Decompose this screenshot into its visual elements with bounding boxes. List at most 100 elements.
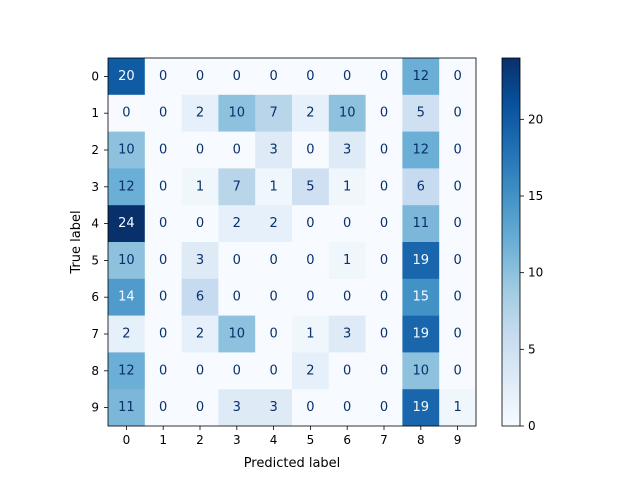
cell-value-label: 0 xyxy=(453,69,461,84)
cell-value-label: 0 xyxy=(453,179,461,194)
heatmap-cell xyxy=(292,242,330,280)
heatmap-cell xyxy=(144,352,182,390)
y-tick-label: 9 xyxy=(91,401,99,415)
heatmap-cell xyxy=(181,168,219,206)
heatmap-cell xyxy=(328,389,366,427)
heatmap-cell xyxy=(328,58,366,96)
cell-value-label: 0 xyxy=(380,69,388,84)
cell-value-label: 0 xyxy=(159,363,167,378)
heatmap-cell xyxy=(365,168,403,206)
heatmap-cell xyxy=(365,94,403,132)
heatmap-cell xyxy=(218,352,256,390)
heatmap-cell xyxy=(181,389,219,427)
cell-value-label: 3 xyxy=(233,400,241,415)
heatmap-cell xyxy=(218,389,256,427)
heatmap-cell xyxy=(144,168,182,206)
y-tick-label: 4 xyxy=(91,217,99,231)
cell-value-label: 5 xyxy=(306,179,314,194)
cell-value-label: 7 xyxy=(233,179,241,194)
cell-value-label: 14 xyxy=(118,290,135,305)
cell-value-label: 0 xyxy=(269,363,277,378)
heatmap-cell xyxy=(144,389,182,427)
heatmap-cell xyxy=(439,94,477,132)
heatmap-cell xyxy=(439,389,477,427)
heatmap-cell xyxy=(439,352,477,390)
cell-value-label: 2 xyxy=(306,363,314,378)
heatmap-cell xyxy=(255,352,293,390)
cell-value-label: 19 xyxy=(413,327,430,342)
heatmap-cell xyxy=(144,131,182,169)
cell-value-label: 0 xyxy=(380,290,388,305)
cell-value-label: 0 xyxy=(453,143,461,158)
heatmap-cell xyxy=(218,58,256,96)
heatmap-cell xyxy=(181,315,219,353)
heatmap-cell xyxy=(292,94,330,132)
cell-value-label: 2 xyxy=(196,327,204,342)
cell-value-label: 0 xyxy=(453,363,461,378)
cell-value-label: 0 xyxy=(453,327,461,342)
cell-value-label: 10 xyxy=(339,106,356,121)
cell-value-label: 0 xyxy=(159,253,167,268)
colorbar xyxy=(501,57,521,427)
cell-value-label: 0 xyxy=(343,400,351,415)
heatmap-cell xyxy=(365,315,403,353)
cell-value-label: 0 xyxy=(453,290,461,305)
cell-value-label: 3 xyxy=(196,253,204,268)
x-tick-label: 8 xyxy=(417,433,425,447)
cell-value-label: 12 xyxy=(118,363,135,378)
x-tick-label: 4 xyxy=(270,433,278,447)
heatmap-cell xyxy=(181,58,219,96)
cell-value-label: 3 xyxy=(269,143,277,158)
heatmap-cell xyxy=(402,131,440,169)
cell-value-label: 0 xyxy=(233,290,241,305)
cell-value-label: 1 xyxy=(196,179,204,194)
heatmap-cell xyxy=(255,205,293,243)
heatmap-cell xyxy=(328,352,366,390)
colorbar-tick-label: 10 xyxy=(528,266,543,280)
colorbar-ticks: 0 5 10 15 20 xyxy=(520,112,543,433)
heatmap-cell xyxy=(292,315,330,353)
cell-value-label: 10 xyxy=(229,327,246,342)
cell-value-label: 10 xyxy=(413,363,430,378)
cell-value-label: 0 xyxy=(233,363,241,378)
heatmap-cell xyxy=(439,278,477,316)
cell-value-label: 0 xyxy=(380,400,388,415)
heatmap-cell xyxy=(108,58,146,96)
heatmap-cell xyxy=(439,315,477,353)
cell-value-label: 0 xyxy=(343,216,351,231)
cell-value-label: 12 xyxy=(118,179,135,194)
heatmap-cell xyxy=(292,389,330,427)
heatmap-cell xyxy=(439,205,477,243)
heatmap-cell xyxy=(328,131,366,169)
heatmap-cell xyxy=(328,278,366,316)
heatmap-cell xyxy=(108,389,146,427)
cell-value-label: 0 xyxy=(196,400,204,415)
heatmap-cells xyxy=(108,58,477,427)
cell-value-label: 7 xyxy=(269,106,277,121)
cell-value-label: 0 xyxy=(196,69,204,84)
cell-value-label: 0 xyxy=(159,179,167,194)
heatmap-cell xyxy=(181,278,219,316)
heatmap-cell xyxy=(439,58,477,96)
cell-value-label: 1 xyxy=(343,179,351,194)
cell-value-label: 0 xyxy=(269,69,277,84)
heatmap-cell xyxy=(328,242,366,280)
cell-value-label: 1 xyxy=(269,179,277,194)
cell-value-label: 0 xyxy=(233,69,241,84)
cell-value-label: 3 xyxy=(343,327,351,342)
cell-value-label: 0 xyxy=(380,327,388,342)
cell-value-label: 1 xyxy=(453,400,461,415)
heatmap-cell xyxy=(108,242,146,280)
cell-value-label: 0 xyxy=(122,106,130,121)
heatmap-cell xyxy=(255,58,293,96)
heatmap-cell xyxy=(255,278,293,316)
cell-value-label: 0 xyxy=(159,106,167,121)
heatmap-cell xyxy=(181,352,219,390)
cell-value-label: 2 xyxy=(306,106,314,121)
heatmap-cell xyxy=(144,94,182,132)
heatmap-cell xyxy=(439,168,477,206)
x-axis-ticks: 0 1 2 3 4 5 6 7 8 9 xyxy=(123,426,461,447)
heatmap-cell xyxy=(365,242,403,280)
cell-value-label: 10 xyxy=(118,253,135,268)
